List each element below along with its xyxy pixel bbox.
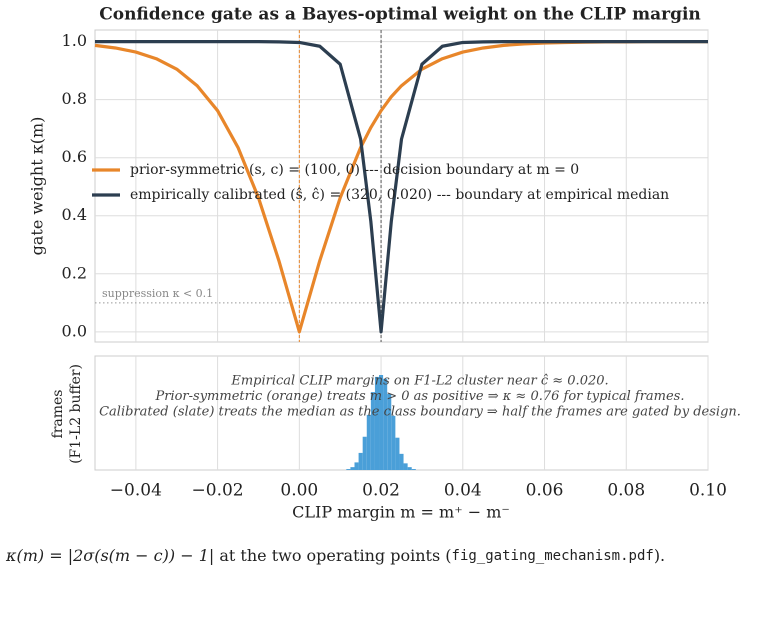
histogram-bar — [366, 414, 371, 470]
histogram-bar — [362, 436, 367, 470]
annotation: Prior-symmetric (orange) treats m > 0 as… — [154, 389, 684, 404]
plot-area — [94, 355, 709, 471]
x-tick-label: 0.06 — [526, 481, 564, 501]
x-tick-label: 0.08 — [607, 481, 645, 501]
caption-text: at the two operating points ( — [214, 546, 451, 565]
histogram-bar — [374, 376, 380, 470]
histogram-bar — [403, 463, 408, 470]
y-axis-label: gate weight κ(m) — [28, 117, 47, 256]
caption-text: ). — [654, 546, 665, 565]
threshold-label: suppression κ < 0.1 — [102, 287, 213, 300]
plot-area — [94, 29, 709, 343]
histogram-bar — [411, 469, 416, 470]
line-series — [95, 40, 708, 334]
histogram-bar — [395, 437, 400, 470]
annotation: Calibrated (slate) treats the median as … — [99, 405, 741, 420]
x-tick-label: 0.02 — [362, 481, 400, 501]
y-tick-label: 0.6 — [62, 147, 87, 166]
histogram-bar — [354, 462, 359, 470]
y-tick-label: 0.2 — [62, 263, 87, 282]
y-tick-label: 0.4 — [62, 205, 87, 224]
x-axis-label: CLIP margin m = m⁺ − m⁻ — [292, 503, 510, 522]
legend-label: empirically calibrated (ŝ, ĉ) = (320, 0.… — [130, 187, 669, 203]
y-axis-label: (F1-L2 buffer) — [68, 364, 84, 464]
y-tick-label: 0.8 — [62, 89, 87, 108]
annotation: Empirical CLIP margins on F1-L2 cluster … — [230, 374, 608, 389]
caption-file: fig_gating_mechanism.pdf — [452, 548, 654, 564]
y-tick-label: 1.0 — [62, 31, 87, 50]
x-tick-label: 0.04 — [444, 481, 482, 501]
histogram-bar — [379, 375, 384, 470]
x-tick-label: −0.02 — [192, 481, 244, 501]
x-tick-label: 0.00 — [280, 481, 318, 501]
x-tick-label: 0.10 — [689, 481, 727, 501]
histogram-bar — [370, 392, 375, 470]
chart-title: Confidence gate as a Bayes-optimal weigh… — [99, 5, 701, 25]
histogram-bar — [383, 378, 388, 470]
histogram-bar — [391, 415, 396, 470]
histogram-bar — [350, 467, 355, 470]
caption-formula: κ(m) = |2σ(s(m − c)) − 1| — [5, 546, 214, 565]
histogram-bar — [387, 394, 392, 470]
legend-label: prior-symmetric (s, c) = (100, 0) --- de… — [130, 162, 579, 178]
x-tick-label: −0.04 — [110, 481, 162, 501]
y-tick-label: 0.0 — [62, 321, 87, 340]
caption: κ(m) = |2σ(s(m − c)) − 1| at the two ope… — [5, 546, 665, 565]
histogram-bar — [346, 469, 351, 470]
y-axis-label: frames — [50, 390, 66, 439]
histogram-bar — [407, 467, 412, 470]
histogram-bar — [399, 453, 404, 470]
histogram-bar — [358, 452, 363, 470]
